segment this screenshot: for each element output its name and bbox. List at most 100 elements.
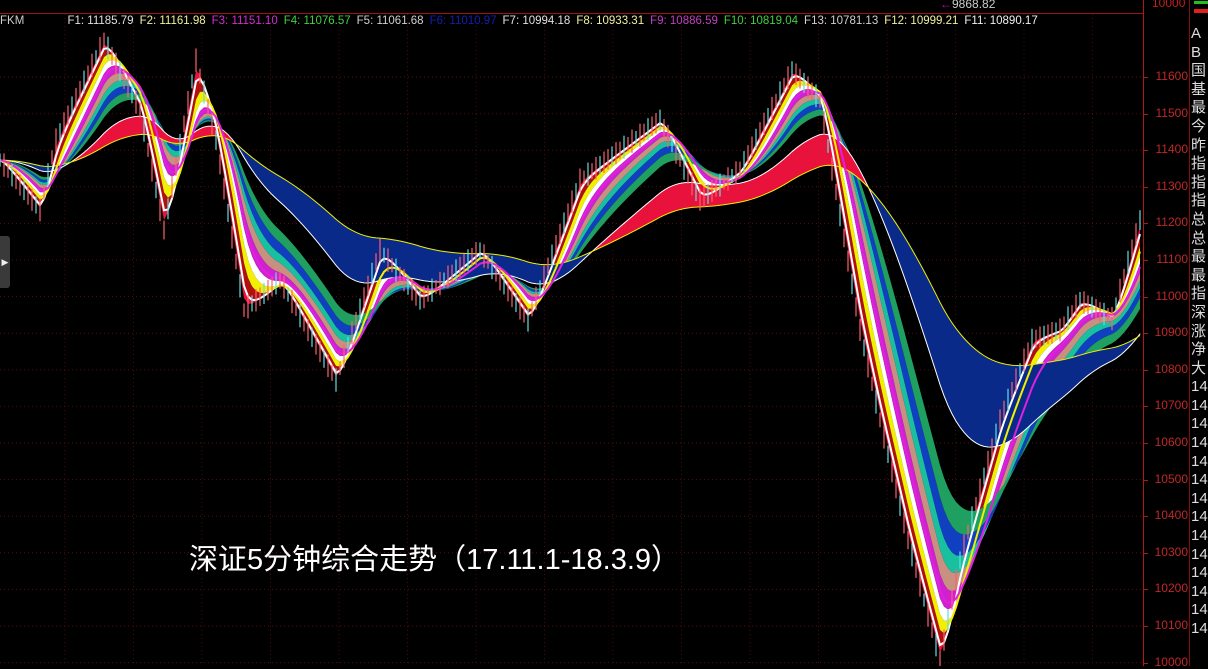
legend-item: F5: 11061.68 — [357, 15, 424, 27]
trend-band-segment — [976, 350, 980, 445]
trend-band-segment — [652, 196, 656, 221]
expand-panel-tab[interactable]: ▶ — [0, 236, 10, 288]
y-tick-label: 10200 — [1150, 581, 1188, 595]
trend-band-segment — [776, 162, 780, 189]
legend-item: F10: 10819.04 — [724, 15, 798, 27]
side-panel-row: 最 — [1191, 99, 1208, 118]
trend-band-segment — [808, 138, 812, 171]
trend-band-segment — [272, 172, 276, 199]
side-panel-row: 14 — [1191, 415, 1208, 434]
trend-band-segment — [316, 202, 320, 245]
trend-band-segment — [748, 180, 752, 201]
y-tick-label: 10900 — [1150, 325, 1188, 339]
trend-band-segment — [1092, 351, 1096, 372]
trend-band-segment — [732, 184, 736, 204]
side-status-bars — [1194, 0, 1208, 13]
trend-band-segment — [736, 183, 740, 203]
y-tick-mark — [1143, 589, 1148, 590]
side-panel-row: 14 — [1191, 490, 1208, 509]
trend-band-segment — [968, 343, 972, 441]
trend-band-segment — [972, 346, 976, 443]
legend-item: F3: 11151.10 — [212, 15, 278, 27]
side-panel-row: 今 — [1191, 118, 1208, 137]
side-panel-row: 净 — [1191, 341, 1208, 360]
legend-item: F7: 10994.18 — [503, 15, 571, 27]
trend-band-segment — [820, 134, 824, 167]
side-panel-row: 14 — [1191, 378, 1208, 397]
trend-band-segment — [324, 209, 328, 255]
trend-band-segment — [788, 152, 792, 183]
side-panel-row: 大 — [1191, 360, 1208, 379]
trend-band-segment — [424, 247, 428, 281]
trend-band-segment — [684, 182, 688, 208]
legend-item: F2: 11161.98 — [140, 15, 206, 27]
trend-band-segment — [648, 200, 652, 224]
legend-item: F6: 11010.97 — [430, 15, 497, 27]
trend-band-segment — [964, 338, 968, 436]
trend-band-segment — [988, 358, 992, 447]
trend-band-segment — [1048, 362, 1052, 410]
trend-band-segment — [660, 190, 664, 217]
trend-band-segment — [308, 196, 312, 236]
y-tick-label: 11300 — [1150, 179, 1188, 193]
side-panel-row: 14 — [1191, 564, 1208, 583]
side-panel-row: 14 — [1191, 620, 1208, 639]
trend-band-segment — [284, 179, 288, 210]
side-panel-row: 14 — [1191, 434, 1208, 453]
trend-band-segment — [676, 183, 680, 210]
trend-band-segment — [296, 187, 300, 222]
trend-band-segment — [768, 168, 772, 193]
trend-band-segment — [512, 257, 516, 277]
indicator-name[interactable]: FKM — [0, 15, 24, 27]
arrow-left-icon: ← — [940, 0, 952, 11]
trend-band-segment — [812, 136, 816, 170]
trend-band-segment — [136, 116, 140, 135]
side-panel-row: B — [1191, 44, 1208, 63]
trend-band-segment — [1052, 361, 1056, 406]
top-annotation: ←9868.82 — [940, 0, 995, 11]
legend-item: F9: 10886.59 — [650, 15, 718, 27]
trend-band-segment — [432, 249, 436, 282]
trend-band-segment — [420, 246, 424, 281]
y-tick-mark — [1143, 370, 1148, 371]
y-tick-mark — [1143, 516, 1148, 517]
trend-band-segment — [680, 183, 684, 210]
trend-band-segment — [1076, 355, 1080, 386]
side-panel-row: A — [1191, 25, 1208, 44]
y-tick-mark — [1143, 297, 1148, 298]
y-tick-label: 10000 — [1150, 655, 1188, 669]
side-panel-row: 14 — [1191, 546, 1208, 565]
trend-band-segment — [936, 294, 940, 384]
trend-band-segment — [524, 261, 528, 282]
trend-band-segment — [408, 243, 412, 279]
trend-band-segment — [352, 230, 356, 281]
trend-band-segment — [276, 174, 280, 202]
side-panel-row: 总 — [1191, 230, 1208, 249]
legend-item: F1: 11185.79 — [67, 15, 133, 27]
y-tick-label: 11200 — [1150, 215, 1188, 229]
y-tick-mark — [1143, 77, 1148, 78]
side-panel-row: 深 — [1191, 304, 1208, 323]
side-panel-row: 指 — [1191, 192, 1208, 211]
trend-band-segment — [800, 143, 804, 176]
trend-band-segment — [904, 236, 908, 288]
trend-band-segment — [124, 118, 128, 138]
trend-band-segment — [772, 165, 776, 191]
y-tick-label: 10700 — [1150, 398, 1188, 412]
trend-band-segment — [1060, 359, 1064, 399]
trend-band-segment — [956, 328, 960, 427]
trend-band-segment — [356, 232, 360, 282]
y-tick-label: 10500 — [1150, 472, 1188, 486]
trend-band-segment — [960, 334, 964, 433]
trend-band-segment — [116, 121, 120, 140]
trend-band-segment — [132, 116, 136, 135]
trend-band-segment — [1068, 358, 1072, 393]
legend-item: F4: 11076.57 — [284, 15, 351, 27]
trend-band-segment — [1064, 359, 1068, 397]
trend-band-segment — [740, 182, 744, 202]
side-panel-row: 基 — [1191, 81, 1208, 100]
trend-band-segment — [340, 222, 344, 273]
y-tick-mark — [1143, 260, 1148, 261]
trend-band-segment — [332, 216, 336, 266]
